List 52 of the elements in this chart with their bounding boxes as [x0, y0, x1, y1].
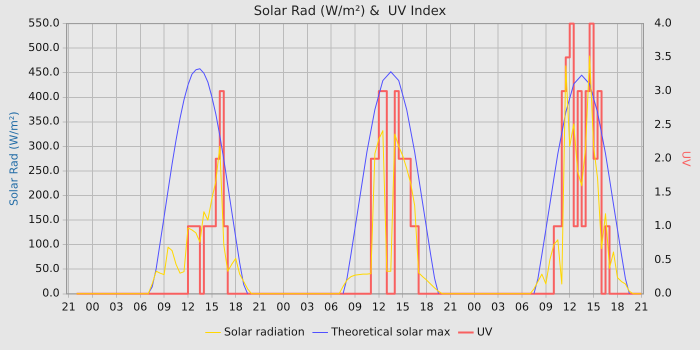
- y2-tick-label: 4.0: [654, 16, 672, 30]
- x-tick-label: 21: [62, 300, 76, 314]
- x-tick-label: 18: [228, 300, 243, 314]
- x-tick-label: 21: [443, 300, 458, 314]
- y2-tick-label: 0.5: [654, 252, 672, 266]
- y2-tick-label: 3.0: [654, 84, 672, 98]
- x-tick-label: 06: [133, 300, 148, 314]
- y-tick-label: 100.0: [28, 238, 60, 251]
- y2-tick-label: 3.5: [654, 50, 672, 64]
- y2-tick-label: 2.0: [654, 152, 672, 165]
- y2-tick-label: 2.5: [654, 118, 672, 131]
- x-tick-label: 00: [86, 300, 100, 314]
- x-tick-label: 21: [252, 300, 267, 314]
- y-tick-label: 450.0: [28, 66, 60, 79]
- x-tick-label: 18: [610, 300, 624, 314]
- y2-axis-title: UV: [680, 150, 693, 167]
- y2-tick-label: 1.0: [654, 219, 672, 232]
- chart-title: Solar Rad (W/m²) & UV Index: [254, 4, 447, 20]
- y2-tick-label: 1.5: [654, 185, 672, 198]
- x-tick-label: 06: [324, 300, 338, 314]
- x-tick-label: 15: [396, 300, 410, 314]
- x-tick-label: 03: [109, 300, 124, 314]
- x-tick-label: 12: [372, 300, 386, 314]
- x-tick-label: 03: [300, 300, 314, 314]
- y-tick-label: 400.0: [28, 90, 60, 104]
- x-tick-label: 12: [180, 300, 195, 314]
- x-tick-label: 12: [562, 300, 577, 314]
- x-tick-label: 09: [538, 300, 553, 314]
- x-tick-label: 03: [491, 300, 506, 314]
- legend-label: UV: [476, 325, 493, 338]
- x-tick-label: 06: [515, 300, 530, 314]
- x-tick-label: 15: [204, 300, 219, 314]
- legend-label: Theoretical solar max: [330, 325, 451, 338]
- y-tick-label: 150.0: [28, 212, 60, 226]
- x-tick-label: 09: [348, 300, 362, 314]
- x-tick-label: 15: [586, 300, 601, 314]
- y-tick-label: 0.0: [42, 286, 60, 300]
- y-tick-label: 250.0: [28, 164, 60, 177]
- x-tick-label: 00: [467, 300, 482, 314]
- x-tick-label: 09: [157, 300, 172, 314]
- x-tick-label: 00: [276, 300, 290, 314]
- y2-tick-label: 0.0: [654, 286, 672, 300]
- x-tick-label: 18: [420, 300, 434, 314]
- y-axis-title: Solar Rad (W/m²): [7, 111, 20, 206]
- y-tick-label: 500.0: [28, 41, 60, 54]
- y-tick-label: 300.0: [28, 139, 60, 152]
- y-tick-label: 350.0: [28, 114, 60, 128]
- legend-label: Solar radiation: [224, 325, 305, 338]
- x-tick-label: 21: [634, 300, 648, 314]
- y-tick-label: 50.0: [35, 262, 60, 276]
- y-tick-label: 200.0: [28, 188, 60, 202]
- y-tick-label: 550.0: [28, 16, 60, 30]
